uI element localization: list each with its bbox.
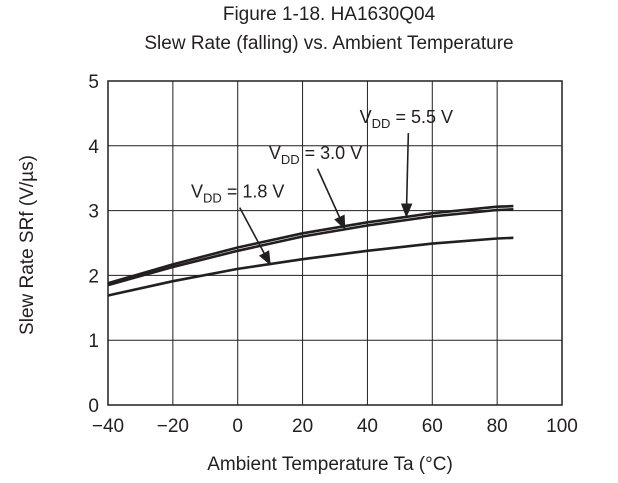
series-line <box>107 236 514 297</box>
x-tick-label: 20 <box>292 416 313 437</box>
x-tick-label: −20 <box>157 416 189 437</box>
x-tick-label: 40 <box>357 416 378 437</box>
series-line <box>107 204 514 285</box>
x-tick-label: 80 <box>487 416 508 437</box>
chart-title: Figure 1-18. HA1630Q04 <box>222 4 436 25</box>
y-tick-label: 3 <box>88 202 99 223</box>
y-tick-label: 0 <box>88 396 99 417</box>
annotation-arrow <box>316 168 346 231</box>
series-line <box>107 208 514 287</box>
chart-subtitle: Slew Rate (falling) vs. Ambient Temperat… <box>144 33 514 54</box>
y-tick-label: 1 <box>88 331 99 352</box>
plot-frame <box>107 80 563 406</box>
x-tick-label: 0 <box>232 416 243 437</box>
annotation-arrow <box>239 207 271 266</box>
y-tick-label: 4 <box>88 137 99 158</box>
series-annotation: VDD = 1.8 V <box>191 182 284 206</box>
x-tick-label: −40 <box>92 416 124 437</box>
series-annotation: VDD = 3.0 V <box>269 143 362 167</box>
annotation-arrow <box>400 133 413 218</box>
x-tick-label: 60 <box>422 416 443 437</box>
series-annotation: VDD = 5.5 V <box>360 107 453 131</box>
x-tick-label: 100 <box>546 416 578 437</box>
y-tick-label: 2 <box>88 266 99 287</box>
x-axis-label: Ambient Temperature Ta (°C) <box>207 454 453 475</box>
y-tick-label: 5 <box>88 72 99 93</box>
